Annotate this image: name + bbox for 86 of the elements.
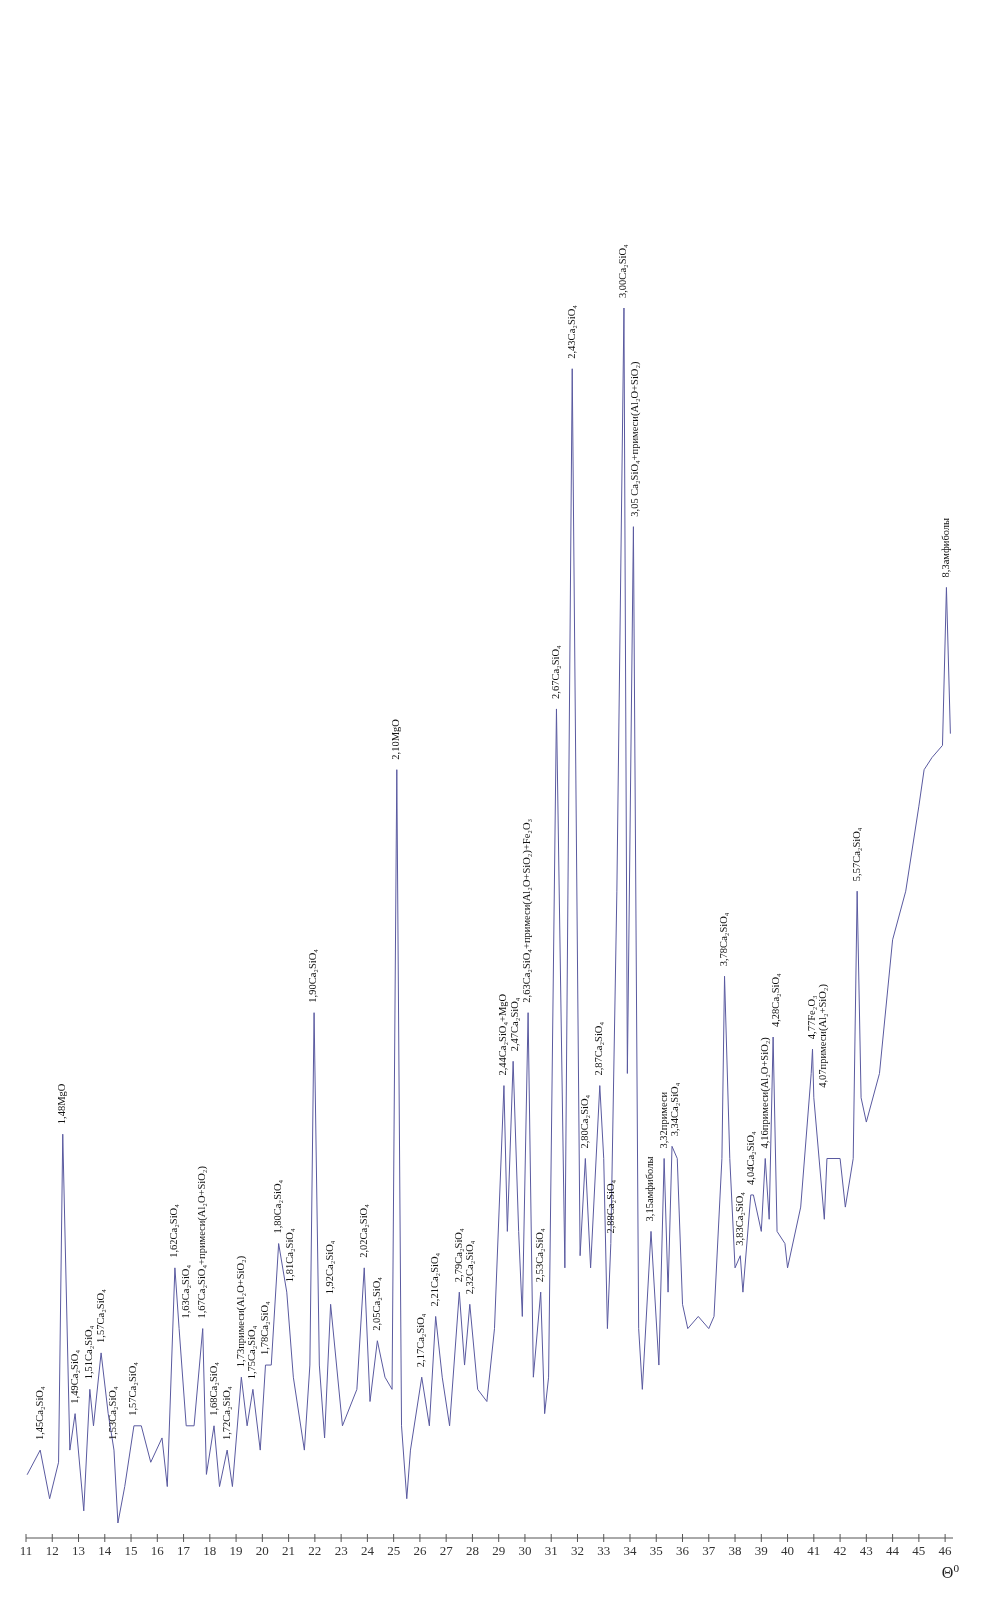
annotation: 1,51Ca₂SiO₄ — [83, 1325, 95, 1380]
annotation: 1,68Ca₂SiO₄ — [207, 1361, 219, 1416]
x-tick-label: 34 — [623, 1543, 637, 1558]
x-tick-label: 29 — [492, 1543, 506, 1558]
x-tick-label: 11 — [19, 1543, 33, 1558]
annotation: 2,67Ca₂SiO₄ — [549, 644, 561, 699]
x-tick-label: 46 — [938, 1543, 953, 1558]
x-tick-label: 22 — [308, 1543, 322, 1558]
x-tick-label: 40 — [781, 1543, 795, 1558]
annotation: 1,81Ca₂SiO₄ — [283, 1228, 295, 1283]
annotation: 2,79Ca₂SiO₄ — [452, 1228, 464, 1283]
x-tick-label: 15 — [124, 1543, 138, 1558]
annotation: 2,53Ca₂SiO₄ — [534, 1228, 546, 1283]
annotation: 4,77Fe₂O₃ — [805, 995, 817, 1040]
x-tick-label: 14 — [98, 1543, 112, 1558]
annotation: 1,57Ca₂SiO₄ — [127, 1361, 139, 1416]
annotation: 2,05Ca₂SiO₄ — [370, 1276, 382, 1331]
annotation: 2,10MgO — [390, 718, 402, 760]
annotation: 2,88Ca₂SiO₄ — [604, 1179, 616, 1234]
annotation: 1,62Ca₂SiO₄ — [168, 1203, 180, 1258]
annotation: 8,3амфиболы — [939, 517, 951, 578]
annotation: 4,07примеси(Al₂+SiO₂) — [817, 983, 830, 1088]
annotation: 3,05 Ca₂SiO₄+примеси(Al₂O+SiO₂) — [628, 360, 641, 517]
annotation: 3,78Ca₂SiO₄ — [717, 912, 729, 967]
annotation: 1,48MgO — [56, 1083, 68, 1125]
annotation: 2,47Ca₂SiO₄ — [508, 997, 520, 1052]
annotation: 2,43Ca₂SiO₄ — [565, 304, 577, 359]
annotation: 1,57Ca₂SiO₄ — [94, 1288, 106, 1343]
x-tick-label: 43 — [859, 1543, 873, 1558]
x-tick-label: 32 — [570, 1543, 584, 1558]
annotation: 1,63Ca₂SiO₄ — [179, 1264, 191, 1319]
annotation: 3,34Ca₂SiO₄ — [669, 1082, 681, 1137]
annotation: 2,17Ca₂SiO₄ — [415, 1313, 427, 1368]
x-tick-label: 27 — [439, 1543, 454, 1558]
x-tick-label: 12 — [45, 1543, 59, 1558]
annotation: 1,45Ca₂SiO₄ — [33, 1386, 45, 1441]
annotation: 1,78Ca₂SiO₄ — [258, 1301, 270, 1356]
x-tick-label: 37 — [702, 1543, 716, 1558]
x-tick-label: 41 — [807, 1543, 821, 1558]
x-tick-label: 31 — [544, 1543, 558, 1558]
x-tick-label: 33 — [597, 1543, 611, 1558]
x-tick-label: 24 — [360, 1543, 375, 1558]
annotation: 2,32Ca₂SiO₄ — [464, 1240, 476, 1295]
annotation: 3,32примеси — [657, 1091, 669, 1149]
x-tick-label: 45 — [912, 1543, 926, 1558]
annotation: 1,53Ca₂SiO₄ — [107, 1386, 119, 1441]
x-tick-label: 42 — [833, 1543, 847, 1558]
annotation: 2,02Ca₂SiO₄ — [357, 1203, 369, 1258]
x-tick-label: 23 — [334, 1543, 348, 1558]
x-tick-label: 35 — [649, 1543, 663, 1558]
annotation: 3,15амфиболы — [644, 1156, 656, 1222]
annotation: 1,80Ca₂SiO₄ — [272, 1179, 284, 1234]
x-tick-label: 38 — [728, 1543, 742, 1558]
x-tick-label: 19 — [229, 1543, 243, 1558]
x-tick-label: 44 — [886, 1543, 900, 1558]
annotation: 3,83Ca₂SiO₄ — [733, 1191, 745, 1246]
annotation: 1,90Ca₂SiO₄ — [307, 948, 319, 1003]
annotation: 3,00Ca₂SiO₄ — [617, 243, 629, 298]
annotation: 1,67Ca₂SiO₄+примеси(Al₂O+SiO₂) — [196, 1165, 209, 1319]
x-tick-label: 26 — [413, 1543, 427, 1558]
annotation: 2,63Ca₂SiO₄+примеси(Al₂O+SiO₂)+Fe₂O₃ — [521, 818, 534, 1003]
annotation: 1,72Ca₂SiO₄ — [220, 1386, 232, 1441]
annotation: 1,75Ca₂SiO₄ — [246, 1325, 258, 1380]
x-tick-label: 30 — [518, 1543, 532, 1558]
annotation: 4,04Ca₂SiO₄ — [745, 1130, 757, 1185]
x-tick-label: 28 — [465, 1543, 479, 1558]
annotation: 1,49Ca₂SiO₄ — [68, 1349, 80, 1404]
x-tick-label: 21 — [282, 1543, 296, 1558]
x-tick-label: 25 — [387, 1543, 401, 1558]
x-tick-label: 13 — [72, 1543, 86, 1558]
annotation: 4,16примеси(Al₂O+SiO₂) — [758, 1036, 771, 1149]
annotation: 5,57Ca₂SiO₄ — [850, 827, 862, 882]
annotation: 2,80Ca₂SiO₄ — [578, 1094, 590, 1149]
annotation: 1,73примеси(Al₂O+SiO₂) — [234, 1255, 247, 1368]
annotation: 1,92Ca₂SiO₄ — [324, 1240, 336, 1295]
x-axis-title: Θ$^{0}$ — [941, 1562, 960, 1581]
annotation: 2,44Ca₂SiO₄+MgO — [497, 993, 509, 1076]
x-tick-label: 16 — [150, 1543, 165, 1558]
annotation: 2,87Ca₂SiO₄ — [593, 1021, 605, 1076]
x-tick-label: 39 — [754, 1543, 768, 1558]
annotation: 4,28Ca₂SiO₄ — [770, 972, 782, 1027]
x-tick-label: 20 — [255, 1543, 269, 1558]
annotation: 2,21Ca₂SiO₄ — [429, 1252, 441, 1307]
x-tick-label: 18 — [203, 1543, 217, 1558]
x-tick-label: 17 — [177, 1543, 191, 1558]
x-tick-label: 36 — [676, 1543, 690, 1558]
